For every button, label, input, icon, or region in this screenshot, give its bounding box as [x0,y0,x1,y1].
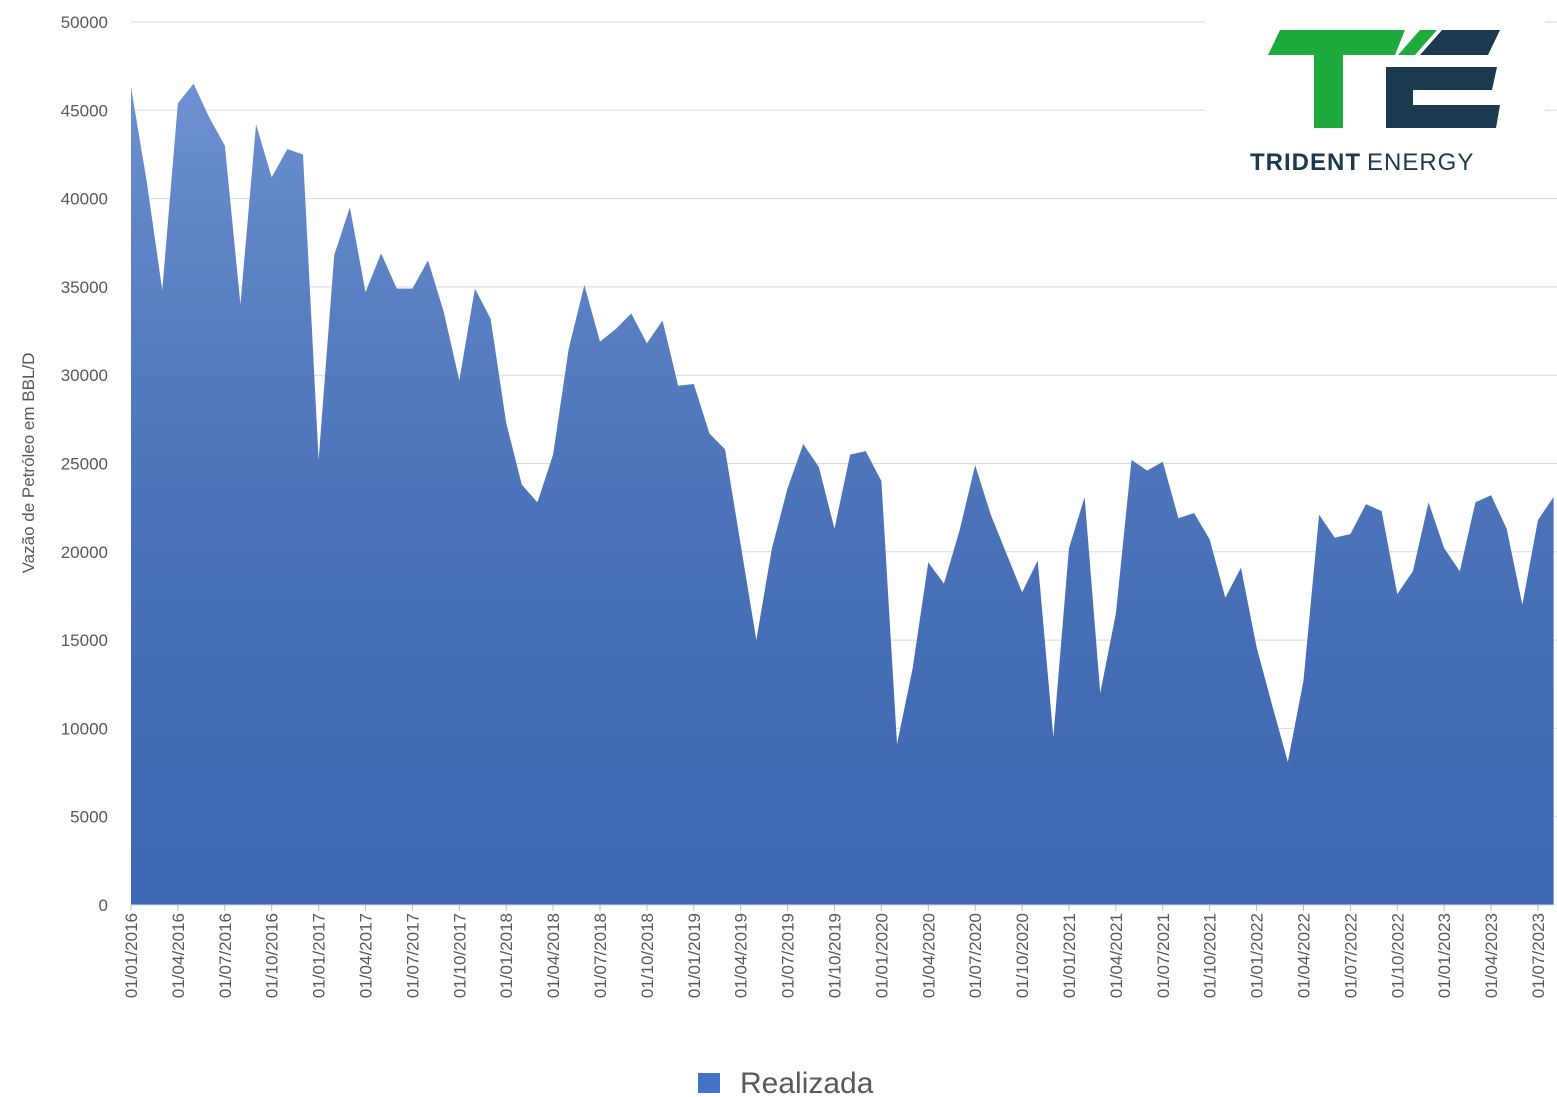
x-tick-label: 01/04/2019 [732,913,751,998]
x-tick-label: 01/10/2016 [263,913,282,998]
x-tick-label: 01/10/2022 [1388,913,1407,998]
x-tick-label: 01/01/2020 [872,913,891,998]
x-tick-label: 01/10/2017 [450,913,469,998]
legend: Realizada [698,1067,874,1097]
y-tick-label: 25000 [61,455,108,474]
y-tick-label: 0 [99,896,108,915]
legend-swatch [698,1073,720,1093]
y-tick-label: 50000 [61,13,108,32]
x-tick-label: 01/01/2018 [497,913,516,998]
y-tick-label: 40000 [61,190,108,209]
logo: TRIDENT ENERGY [1205,15,1545,185]
x-tick-label: 01/07/2018 [591,913,610,998]
x-tick-label: 01/04/2022 [1294,913,1313,998]
y-tick-label: 30000 [61,366,108,385]
x-tick-label: 01/04/2023 [1482,913,1501,998]
x-tick-label: 01/04/2021 [1107,913,1126,998]
y-tick-label: 5000 [70,808,108,827]
y-tick-label: 45000 [61,101,108,120]
x-tick-label: 01/01/2021 [1060,913,1079,998]
x-tick-label: 01/04/2018 [544,913,563,998]
x-tick-label: 01/07/2017 [403,913,422,998]
logo-brand: ENERGY [1367,149,1474,176]
x-tick-label: 01/04/2020 [919,913,938,998]
x-tick-label: 01/04/2017 [356,913,375,998]
x-tick-label: 01/07/2023 [1529,913,1548,998]
x-tick-label: 01/07/2019 [779,913,798,998]
y-tick-label: 15000 [61,631,108,650]
x-tick-label: 01/01/2023 [1435,913,1454,998]
x-tick-label: 01/01/2019 [685,913,704,998]
x-tick-label: 01/01/2016 [122,913,141,998]
x-tick-label: 01/07/2016 [216,913,235,998]
logo-t [1268,30,1405,128]
plot [131,83,1554,905]
y-axis-label: Vazão de Petróleo em BBL/D [19,353,38,574]
x-tick-label: 01/04/2016 [169,913,188,998]
x-tick-label: 01/10/2020 [1013,913,1032,998]
logo-e [1386,67,1500,128]
legend-label: Realizada [740,1067,874,1097]
y-tick-label: 35000 [61,278,108,297]
x-tick-label: 01/07/2020 [966,913,985,998]
logo-stripe [1398,30,1437,55]
x-tick-label: 01/10/2018 [638,913,657,998]
x-tick-label: 01/10/2019 [825,913,844,998]
x-tick-label: 01/10/2021 [1201,913,1220,998]
y-tick-label: 10000 [61,719,108,738]
area-shade [131,83,1554,905]
x-tick-label: 01/07/2022 [1341,913,1360,998]
x-tick-label: 01/01/2022 [1248,913,1267,998]
logo-e-top [1420,30,1500,55]
logo-brand: TRIDENT [1250,149,1361,176]
y-tick-label: 20000 [61,543,108,562]
logo-text: TRIDENT ENERGY [1250,149,1474,176]
x-tick-label: 01/07/2021 [1154,913,1173,998]
x-tick-label: 01/01/2017 [310,913,329,998]
axis: 0 5000 10000 15000 20000 25000 30000 35000 40000… [61,13,1557,998]
